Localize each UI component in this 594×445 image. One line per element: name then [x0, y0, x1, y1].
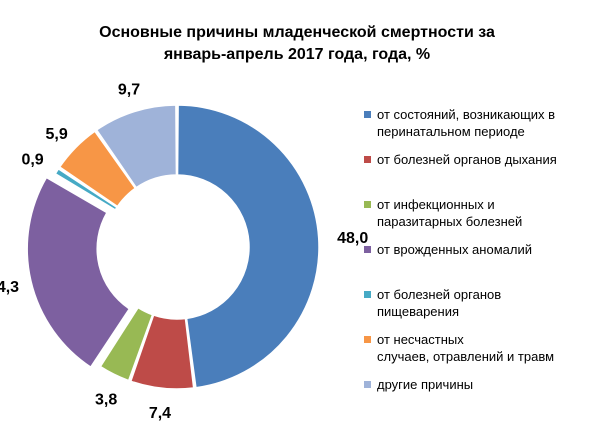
- legend-label-1-line-2: перинатальном периоде: [377, 124, 525, 139]
- legend-item-6: от несчастных случаев, отравлений и травм: [364, 331, 589, 365]
- chart-title-line-2: январь-апрель 2017 года, года, %: [163, 46, 431, 63]
- legend-marker-5: [364, 291, 371, 298]
- legend-marker-6: [364, 336, 371, 343]
- legend-marker-7: [364, 381, 371, 388]
- donut-slice-4: [26, 176, 131, 369]
- legend-label-3: от инфекционных и паразитарных болезней: [377, 196, 589, 230]
- legend-label-4: от врожденных аномалий: [377, 241, 589, 258]
- legend-label-6-line-1: от несчастных: [377, 332, 464, 347]
- legend-label-7: другие причины: [377, 376, 589, 393]
- donut-slice-2: [129, 314, 195, 390]
- legend-marker-3: [364, 201, 371, 208]
- legend-item-7: другие причины: [364, 376, 589, 393]
- legend-marker-4: [364, 246, 371, 253]
- legend-label-5: от болезней органов пищеварения: [377, 286, 589, 320]
- chart-title: Основные причины младенческой смертности…: [0, 22, 594, 66]
- legend-item-3: от инфекционных и паразитарных болезней: [364, 196, 589, 230]
- legend-label-1-line-1: от состояний, возникающих в: [377, 107, 556, 122]
- legend-label-5-line-2: пищеварения: [377, 304, 460, 319]
- legend-item-2: от болезней органов дыхания: [364, 151, 589, 168]
- data-label-4: 24,3: [0, 279, 19, 296]
- legend-label-3-line-2: паразитарных болезней: [377, 214, 523, 229]
- legend-label-5-line-1: от болезней органов: [377, 287, 502, 302]
- legend-label-1: от состояний, возникающих в перинатальном…: [377, 106, 589, 140]
- legend-label-4-line-1: от врожденных аномалий: [377, 242, 532, 257]
- data-label-2: 7,4: [149, 405, 171, 422]
- data-label-3: 3,8: [95, 391, 117, 408]
- donut-slice-1: [176, 104, 320, 389]
- legend-label-7-line-1: другие причины: [377, 377, 474, 392]
- data-label-5: 0,9: [21, 151, 43, 168]
- chart-title-line-1: Основные причины младенческой смертности…: [99, 24, 495, 41]
- data-label-1: 48,0: [337, 230, 368, 247]
- legend-label-2: от болезней органов дыхания: [377, 151, 589, 168]
- donut-slice-6: [58, 130, 137, 208]
- legend-marker-2: [364, 156, 371, 163]
- legend-label-6-line-2: случаев, отравлений и травм: [377, 349, 555, 364]
- data-label-7: 9,7: [118, 81, 140, 98]
- donut-slice-3: [99, 306, 154, 382]
- donut-slice-7: [95, 104, 178, 189]
- legend-item-4: от врожденных аномалий: [364, 241, 589, 258]
- legend-item-1: от состояний, возникающих в перинатальном…: [364, 106, 589, 140]
- legend-marker-1: [364, 111, 371, 118]
- legend-item-5: от болезней органов пищеварения: [364, 286, 589, 320]
- data-label-6: 5,9: [46, 126, 68, 143]
- legend-label-6: от несчастных случаев, отравлений и травм: [377, 331, 589, 365]
- legend-label-2-line-1: от болезней органов дыхания: [377, 152, 557, 167]
- legend-label-3-line-1: от инфекционных и: [377, 197, 495, 212]
- donut-slice-5: [54, 167, 118, 211]
